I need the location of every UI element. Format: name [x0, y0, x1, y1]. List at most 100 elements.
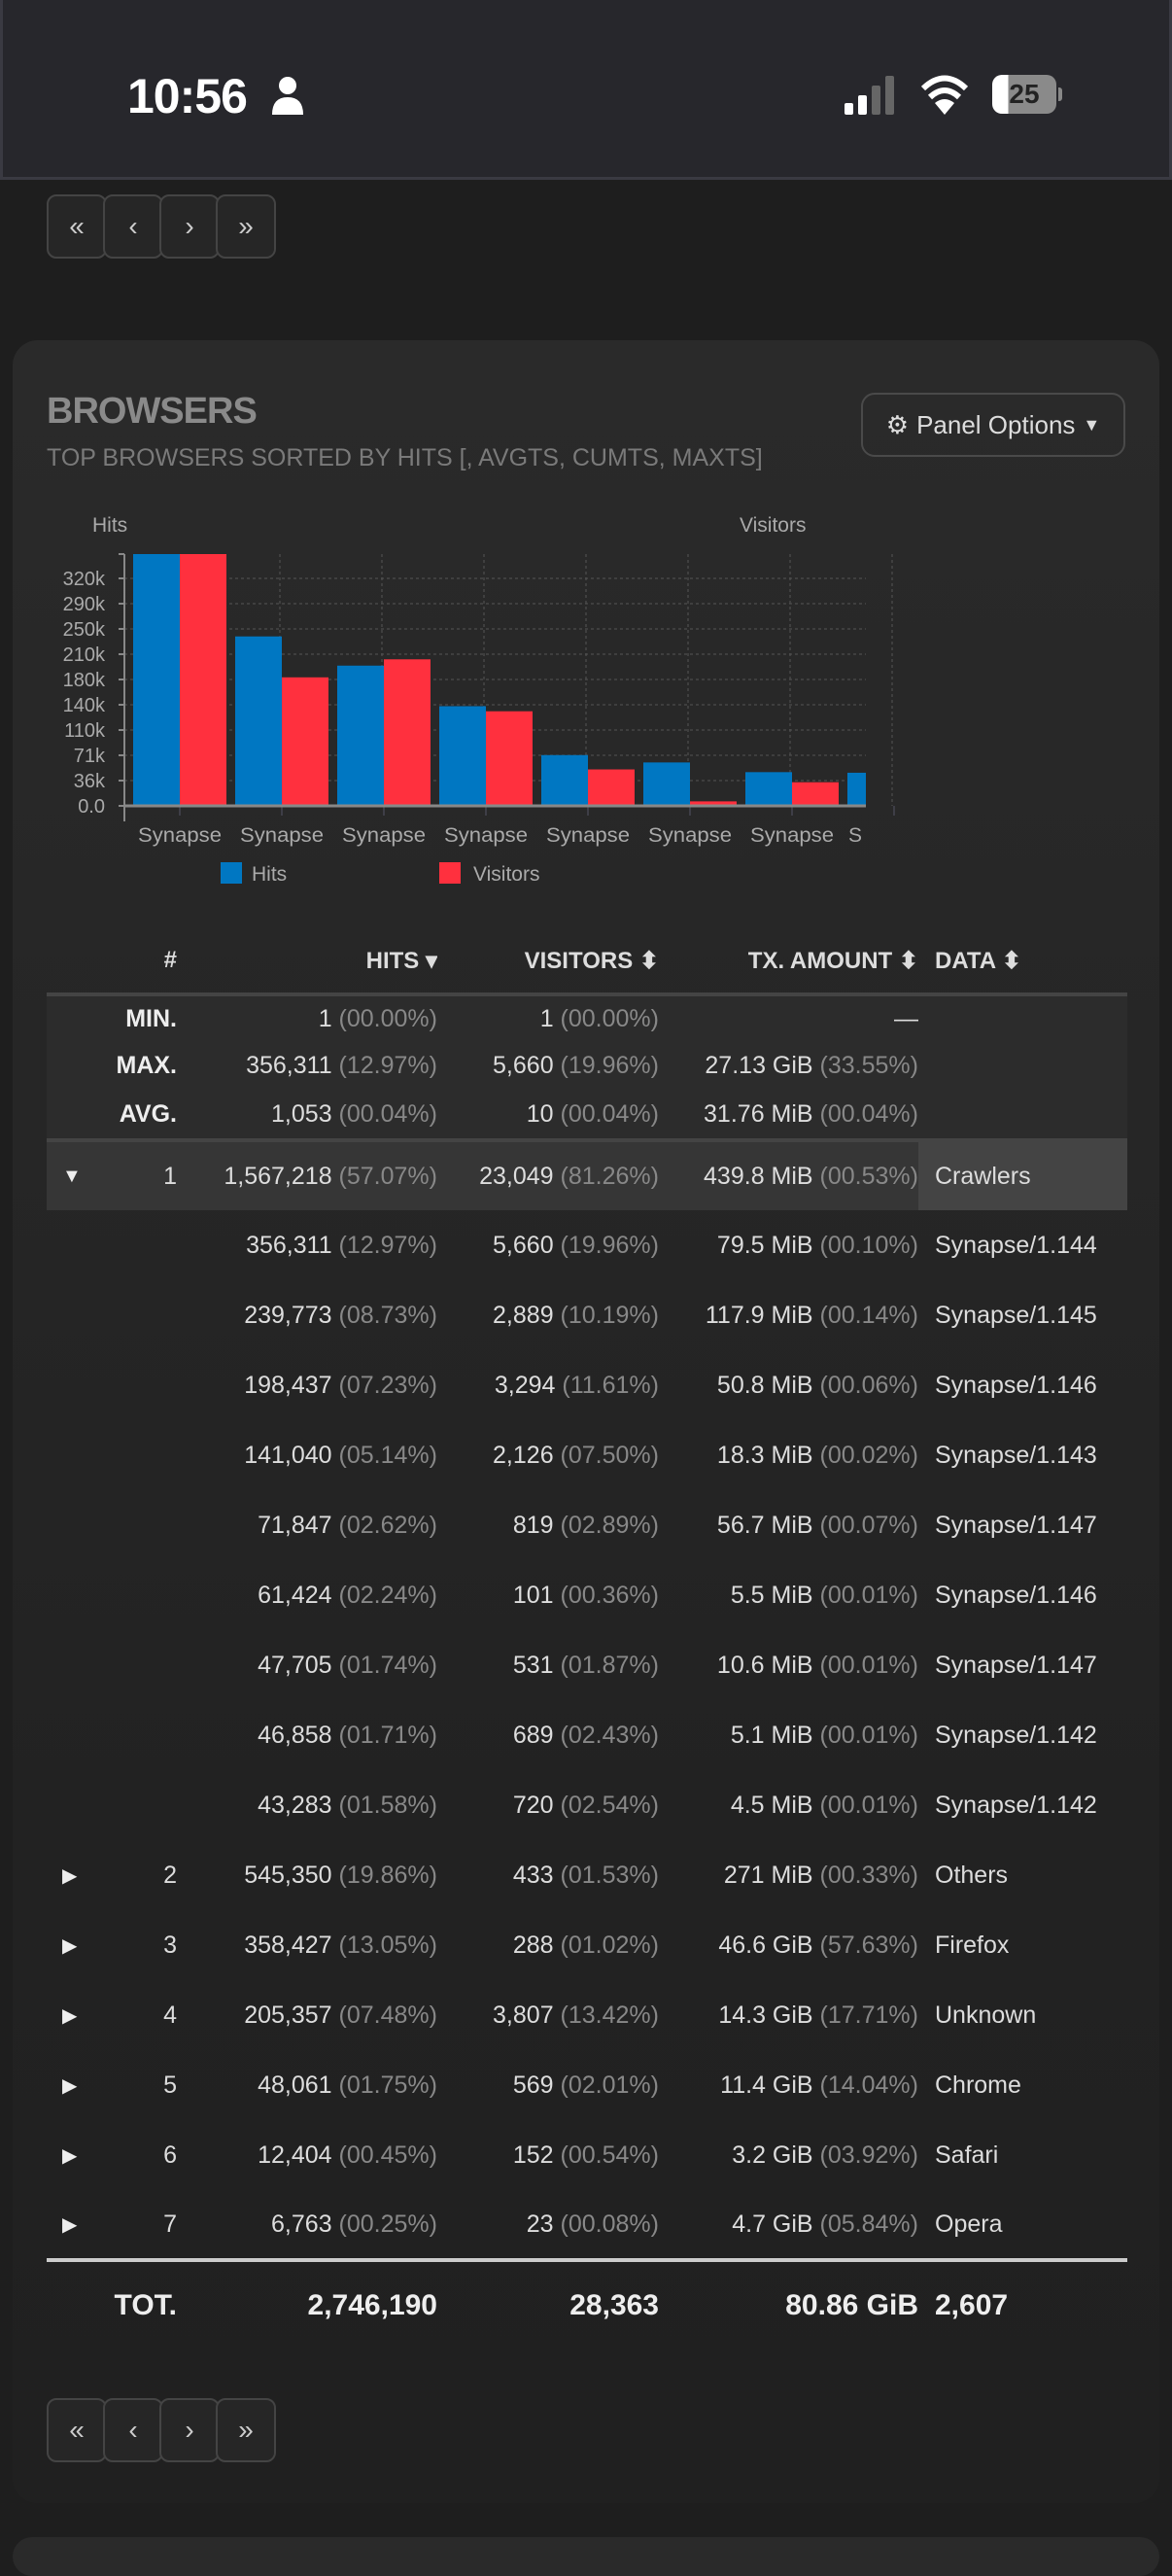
- prev-page-button[interactable]: ‹: [103, 194, 163, 259]
- stat-label-value: AVG.: [119, 1099, 177, 1128]
- panel-title: BROWSERS: [47, 391, 258, 432]
- hits-cell-percent: (07.23%): [338, 1371, 437, 1399]
- next-panel: [13, 2537, 1159, 2576]
- tx-cell-percent: (00.01%): [819, 1721, 918, 1749]
- expand-caret-icon[interactable]: ▶: [62, 1934, 78, 1957]
- visitors-cell-value: 720: [512, 1791, 554, 1819]
- sub-row: 356,311 (12.97%) 5,660 (19.96%) 79.5 MiB (…: [47, 1210, 1127, 1280]
- bar-hits: [745, 772, 792, 806]
- gear-icon: ⚙: [885, 409, 910, 439]
- hits-cell-value: 198,437: [244, 1371, 332, 1399]
- expand-caret-icon[interactable]: ▶: [62, 2213, 78, 2236]
- total-hits: 2,746,190: [177, 2258, 437, 2350]
- visitors-cell: 819 (02.89%): [437, 1490, 659, 1560]
- table-row[interactable]: ▶ 3 358,427 (13.05%) 288 (01.02%) 46.6 GiB (…: [47, 1910, 1127, 1980]
- stat-label-value: MIN.: [125, 1005, 177, 1032]
- hits-cell: 6,763 (00.25%): [177, 2190, 437, 2260]
- y-tick-label: 0.0: [78, 796, 105, 818]
- visitors-cell-percent: (07.50%): [560, 1441, 659, 1469]
- last-page-button[interactable]: »: [216, 2398, 276, 2462]
- visitors-cell-percent: (81.26%): [560, 1162, 659, 1190]
- tx-cell-value: 50.8 MiB: [716, 1371, 813, 1399]
- tx-cell: 46.6 GiB (57.63%): [659, 1910, 918, 1980]
- data-cell-value: Chrome: [935, 2071, 1021, 2099]
- last-page-button[interactable]: »: [216, 194, 276, 259]
- first-page-button[interactable]: «: [47, 194, 107, 259]
- x-tick-label: Synapse: [648, 824, 732, 847]
- collapse-caret-icon[interactable]: ▼: [47, 1140, 107, 1210]
- visitors-cell-percent: (11.61%): [562, 1371, 659, 1399]
- visitors-cell-percent: (13.42%): [560, 2001, 659, 2029]
- visitors-cell-percent: (10.19%): [560, 1301, 659, 1329]
- hits-cell-percent: (02.62%): [338, 1511, 437, 1539]
- expand-caret-icon[interactable]: ▶: [62, 2004, 78, 2027]
- tx-cell-value: —: [894, 1005, 918, 1032]
- table-row[interactable]: ▶ 7 6,763 (00.25%) 23 (00.08%) 4.7 GiB (05.8…: [47, 2190, 1127, 2260]
- tx-cell-percent: (00.33%): [819, 1861, 918, 1889]
- next-page-button[interactable]: ›: [159, 194, 220, 259]
- row-number: 2: [107, 1840, 177, 1910]
- col-visitors-sort[interactable]: VISITORS ⬍: [437, 928, 659, 996]
- table-row[interactable]: ▶ 5 48,061 (01.75%) 569 (02.01%) 11.4 GiB (1…: [47, 2050, 1127, 2120]
- visitors-cell-percent: (19.96%): [560, 1052, 659, 1079]
- bar-visitors: [486, 711, 533, 806]
- tx-cell: 11.4 GiB (14.04%): [659, 2050, 918, 2120]
- visitors-cell-value: 2,126: [493, 1441, 554, 1469]
- hits-cell-value: 205,357: [244, 2001, 332, 2029]
- tx-cell-value: 14.3 GiB: [718, 2001, 813, 2029]
- panel-options-button[interactable]: ⚙ Panel Options ▼: [861, 393, 1125, 457]
- stat-row-max: MAX. 356,311 (12.97%) 5,660 (19.96%) 27.13 …: [47, 1042, 1127, 1090]
- table-row[interactable]: ▶ 4 205,357 (07.48%) 3,807 (13.42%) 14.3 GiB…: [47, 1980, 1127, 2050]
- row-number: 4: [107, 1980, 177, 2050]
- total-row: TOT. 2,746,190 28,363 80.86 GiB 2,607: [47, 2258, 1127, 2350]
- bar-hits: [439, 706, 486, 806]
- panel-subtitle: TOP BROWSERS SORTED BY HITS [, AVGTS, CU…: [47, 444, 763, 471]
- tx-cell-value: 79.5 MiB: [716, 1231, 813, 1259]
- tx-cell: 271 MiB (00.33%): [659, 1840, 918, 1910]
- hits-cell-value: 358,427: [244, 1931, 332, 1959]
- total-visitors: 28,363: [437, 2258, 659, 2350]
- visitors-cell: 23,049 (81.26%): [437, 1140, 659, 1210]
- table-row[interactable]: ▶ 2 545,350 (19.86%) 433 (01.53%) 271 MiB (0…: [47, 1840, 1127, 1910]
- expand-caret-icon[interactable]: ▶: [62, 2144, 78, 2167]
- first-page-button[interactable]: «: [47, 2398, 107, 2462]
- table-row[interactable]: ▶ 6 12,404 (00.45%) 152 (00.54%) 3.2 GiB (03…: [47, 2120, 1127, 2190]
- expand-caret-icon[interactable]: ▶: [62, 2074, 78, 2097]
- y-tick-label: 36k: [74, 771, 106, 792]
- expand-caret-icon[interactable]: ▶: [62, 1864, 78, 1887]
- data-cell: Synapse/1.143: [918, 1420, 1127, 1490]
- data-cell: Others: [918, 1840, 1127, 1910]
- hits-cell-percent: (01.74%): [338, 1651, 437, 1679]
- total-tx: 80.86 GiB: [659, 2258, 918, 2350]
- tx-cell: 439.8 MiB (00.53%): [659, 1140, 918, 1210]
- tx-cell-percent: (14.04%): [819, 2071, 918, 2099]
- hits-cell-percent: (00.00%): [338, 1005, 437, 1032]
- data-cell-value: Crawlers: [935, 1162, 1031, 1190]
- visitors-cell-value: 2,889: [493, 1301, 554, 1329]
- hits-cell-percent: (00.45%): [338, 2141, 437, 2169]
- visitors-cell-value: 819: [512, 1511, 554, 1539]
- tx-cell-percent: (00.04%): [819, 1099, 918, 1128]
- legend-hits-swatch: [221, 862, 242, 884]
- table-row[interactable]: ▼ 1 1,567,218 (57.07%) 23,049 (81.26%) 439.8…: [47, 1140, 1127, 1210]
- tx-cell-value: 27.13 GiB: [705, 1052, 813, 1079]
- tx-cell: 50.8 MiB (00.06%): [659, 1350, 918, 1420]
- row-number: 6: [107, 2120, 177, 2190]
- tx-cell-percent: (00.06%): [819, 1371, 918, 1399]
- col-data-sort[interactable]: DATA ⬍: [918, 928, 1127, 996]
- col-tx-sort[interactable]: TX. AMOUNT ⬍: [659, 928, 918, 996]
- y-tick-label: 320k: [63, 569, 106, 590]
- x-tick-label: Synapse: [342, 824, 426, 847]
- sub-row: 61,424 (02.24%) 101 (00.36%) 5.5 MiB (00.0…: [47, 1560, 1127, 1630]
- x-tick-label: S: [848, 824, 862, 847]
- prev-page-button[interactable]: ‹: [103, 2398, 163, 2462]
- col-hits-sort[interactable]: HITS ▾: [177, 928, 437, 996]
- next-page-button[interactable]: ›: [159, 2398, 220, 2462]
- bar-hits: [541, 754, 588, 806]
- visitors-cell: 569 (02.01%): [437, 2050, 659, 2120]
- hits-cell: 1,567,218 (57.07%): [177, 1140, 437, 1210]
- bar-hits: [337, 665, 384, 806]
- hits-cell-value: 46,858: [258, 1721, 332, 1749]
- data-cell-value: Synapse/1.145: [935, 1301, 1097, 1329]
- visitors-cell: 101 (00.36%): [437, 1560, 659, 1630]
